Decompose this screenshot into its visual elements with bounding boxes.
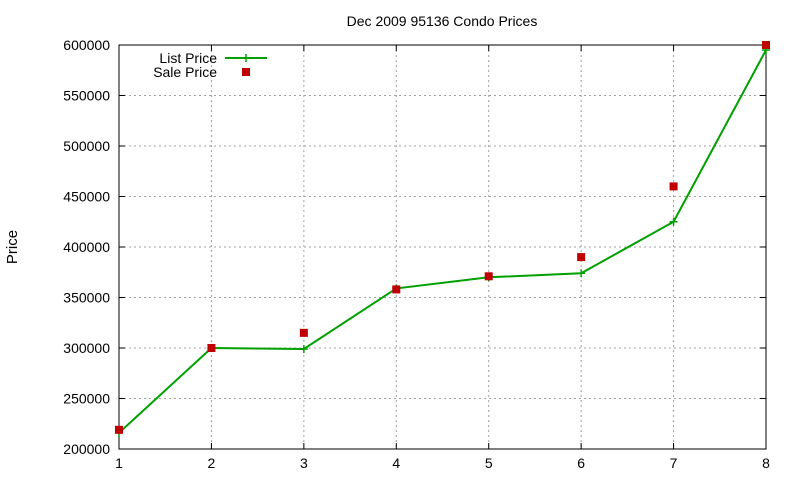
point-sale-price <box>669 182 678 191</box>
y-tick-label: 550000 <box>63 88 110 104</box>
legend-square-swatch <box>242 68 250 76</box>
point-list-price <box>577 269 586 278</box>
x-tick-label: 5 <box>485 455 493 471</box>
point-sale-price <box>484 272 493 281</box>
y-tick-label: 250000 <box>63 391 110 407</box>
x-tick-label: 3 <box>300 455 308 471</box>
x-tick-label: 4 <box>392 455 400 471</box>
point-sale-price <box>207 344 216 352</box>
point-list-price <box>669 217 678 226</box>
y-tick-label: 600000 <box>63 37 110 53</box>
x-tick-label: 6 <box>577 455 585 471</box>
y-axis-title: Price <box>4 230 21 264</box>
point-sale-price <box>762 41 770 49</box>
x-tick-label: 8 <box>762 455 770 471</box>
chart-title: Dec 2009 95136 Condo Prices <box>347 13 538 29</box>
legend-label: List Price <box>159 50 217 66</box>
point-sale-price <box>392 285 401 294</box>
plot-border <box>118 44 767 450</box>
y-tick-label: 350000 <box>63 290 110 306</box>
y-tick-label: 450000 <box>63 189 110 205</box>
x-tick-label: 7 <box>670 455 678 471</box>
y-tick-label: 500000 <box>63 138 110 154</box>
y-tick-label: 400000 <box>63 239 110 255</box>
point-list-price <box>299 345 308 354</box>
axes: 1 2 3 4 5 6 7 8 200000 250000 300000 350000 400000 45… <box>63 37 770 471</box>
legend-label: Sale Price <box>153 64 217 80</box>
series-layer <box>115 41 770 437</box>
point-sale-price <box>115 425 123 434</box>
series-line-list-price <box>118 49 767 434</box>
y-tick-label: 300000 <box>63 340 110 356</box>
grid-lines <box>119 45 766 449</box>
x-tick-label: 1 <box>115 455 123 471</box>
x-tick-label: 2 <box>208 455 216 471</box>
y-tick-label: 200000 <box>63 441 110 457</box>
point-sale-price <box>299 328 308 337</box>
point-sale-price <box>577 253 586 262</box>
